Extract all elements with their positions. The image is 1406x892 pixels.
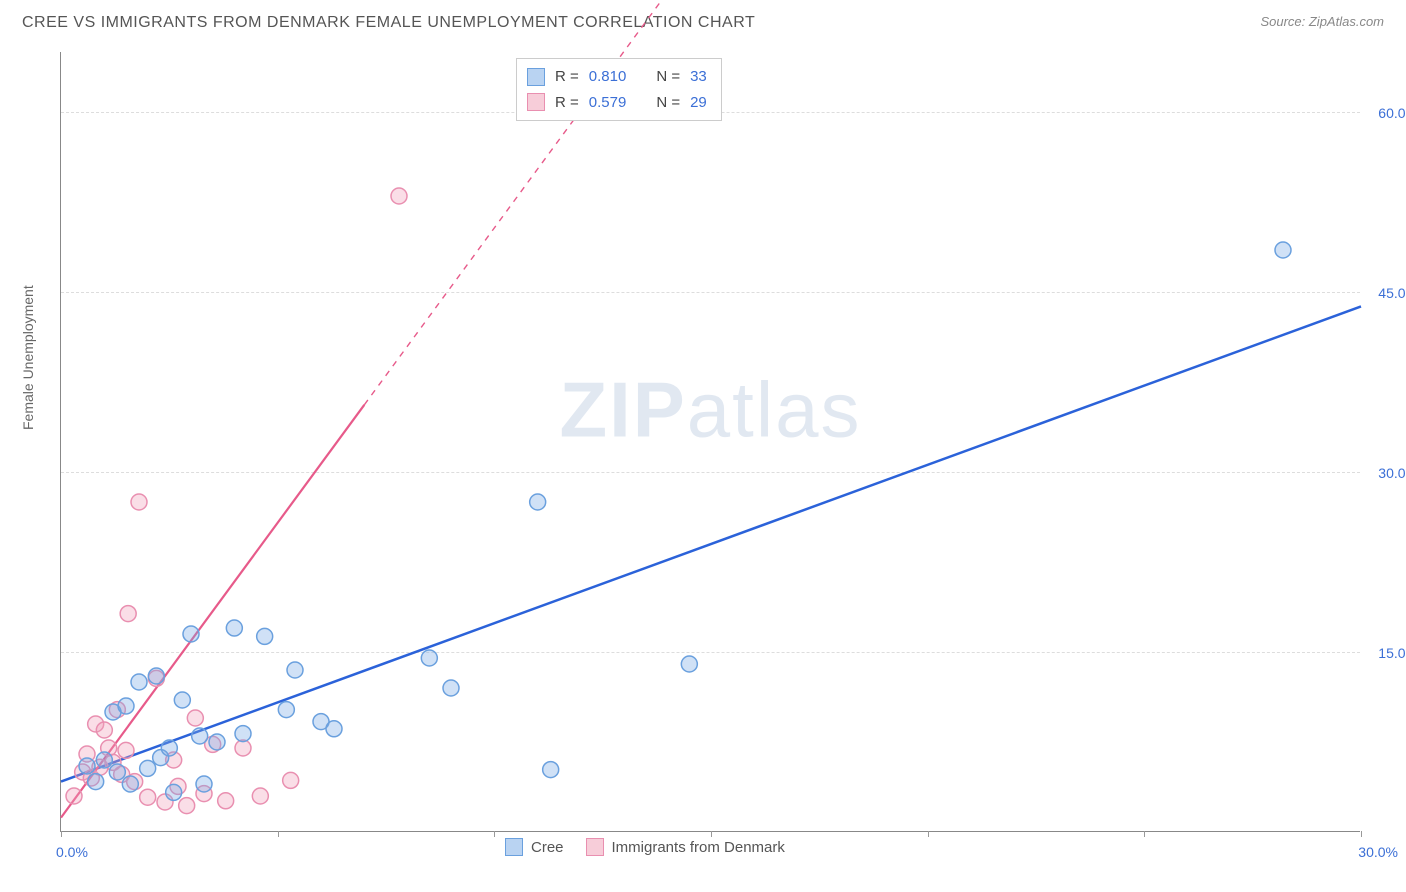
data-point: [122, 776, 138, 792]
swatch-denmark: [527, 93, 545, 111]
legend-swatch: [505, 838, 523, 856]
data-point: [148, 668, 164, 684]
r-value-cree: 0.810: [589, 64, 627, 90]
data-point: [209, 734, 225, 750]
r-label: R =: [555, 64, 579, 90]
data-point: [96, 752, 112, 768]
scatter-svg: [61, 52, 1361, 832]
data-point: [1275, 242, 1291, 258]
legend-item: Immigrants from Denmark: [586, 838, 785, 856]
legend-label: Cree: [531, 839, 564, 856]
data-point: [543, 762, 559, 778]
data-point: [326, 721, 342, 737]
data-point: [443, 680, 459, 696]
data-point: [140, 789, 156, 805]
data-point: [118, 742, 134, 758]
data-point: [252, 788, 268, 804]
chart-title: CREE VS IMMIGRANTS FROM DENMARK FEMALE U…: [22, 14, 755, 32]
data-point: [226, 620, 242, 636]
data-point: [140, 760, 156, 776]
y-tick-label: 60.0%: [1378, 105, 1406, 121]
data-point: [278, 702, 294, 718]
legend-item: Cree: [505, 838, 564, 856]
data-point: [235, 726, 251, 742]
data-point: [88, 774, 104, 790]
x-axis-max-label: 30.0%: [1358, 844, 1398, 860]
data-point: [287, 662, 303, 678]
data-point: [192, 728, 208, 744]
data-point: [109, 764, 125, 780]
data-point: [120, 606, 136, 622]
legend-row-cree: R = 0.810 N = 33: [527, 64, 707, 90]
data-point: [131, 674, 147, 690]
data-point: [183, 626, 199, 642]
n-value-denmark: 29: [690, 90, 707, 116]
data-point: [421, 650, 437, 666]
data-point: [118, 698, 134, 714]
n-label: N =: [656, 64, 680, 90]
data-point: [187, 710, 203, 726]
data-point: [131, 494, 147, 510]
chart-area: ZIPatlas 15.0%30.0%45.0%60.0% R = 0.810 …: [60, 52, 1360, 832]
plot-region: ZIPatlas 15.0%30.0%45.0%60.0% R = 0.810 …: [60, 52, 1360, 832]
correlation-legend: R = 0.810 N = 33 R = 0.579 N = 29: [516, 58, 722, 121]
series-legend: Cree Immigrants from Denmark: [505, 838, 785, 856]
x-tick: [1361, 831, 1362, 837]
legend-swatch: [586, 838, 604, 856]
data-point: [174, 692, 190, 708]
data-point: [96, 722, 112, 738]
y-tick-label: 30.0%: [1378, 465, 1406, 481]
data-point: [166, 784, 182, 800]
data-point: [161, 740, 177, 756]
data-point: [218, 793, 234, 809]
r-label: R =: [555, 90, 579, 116]
n-value-cree: 33: [690, 64, 707, 90]
source-attribution: Source: ZipAtlas.com: [1260, 14, 1384, 29]
data-point: [257, 628, 273, 644]
data-point: [530, 494, 546, 510]
data-point: [235, 740, 251, 756]
data-point: [179, 798, 195, 814]
data-point: [196, 776, 212, 792]
data-point: [681, 656, 697, 672]
y-tick-label: 15.0%: [1378, 645, 1406, 661]
n-label: N =: [656, 90, 680, 116]
y-axis-title: Female Unemployment: [20, 285, 36, 430]
swatch-cree: [527, 68, 545, 86]
y-tick-label: 45.0%: [1378, 285, 1406, 301]
trend-line: [61, 306, 1361, 781]
data-point: [79, 758, 95, 774]
data-point: [283, 772, 299, 788]
legend-label: Immigrants from Denmark: [612, 839, 785, 856]
x-axis-origin-label: 0.0%: [56, 844, 88, 860]
data-point: [66, 788, 82, 804]
legend-row-denmark: R = 0.579 N = 29: [527, 90, 707, 116]
data-point: [391, 188, 407, 204]
r-value-denmark: 0.579: [589, 90, 627, 116]
